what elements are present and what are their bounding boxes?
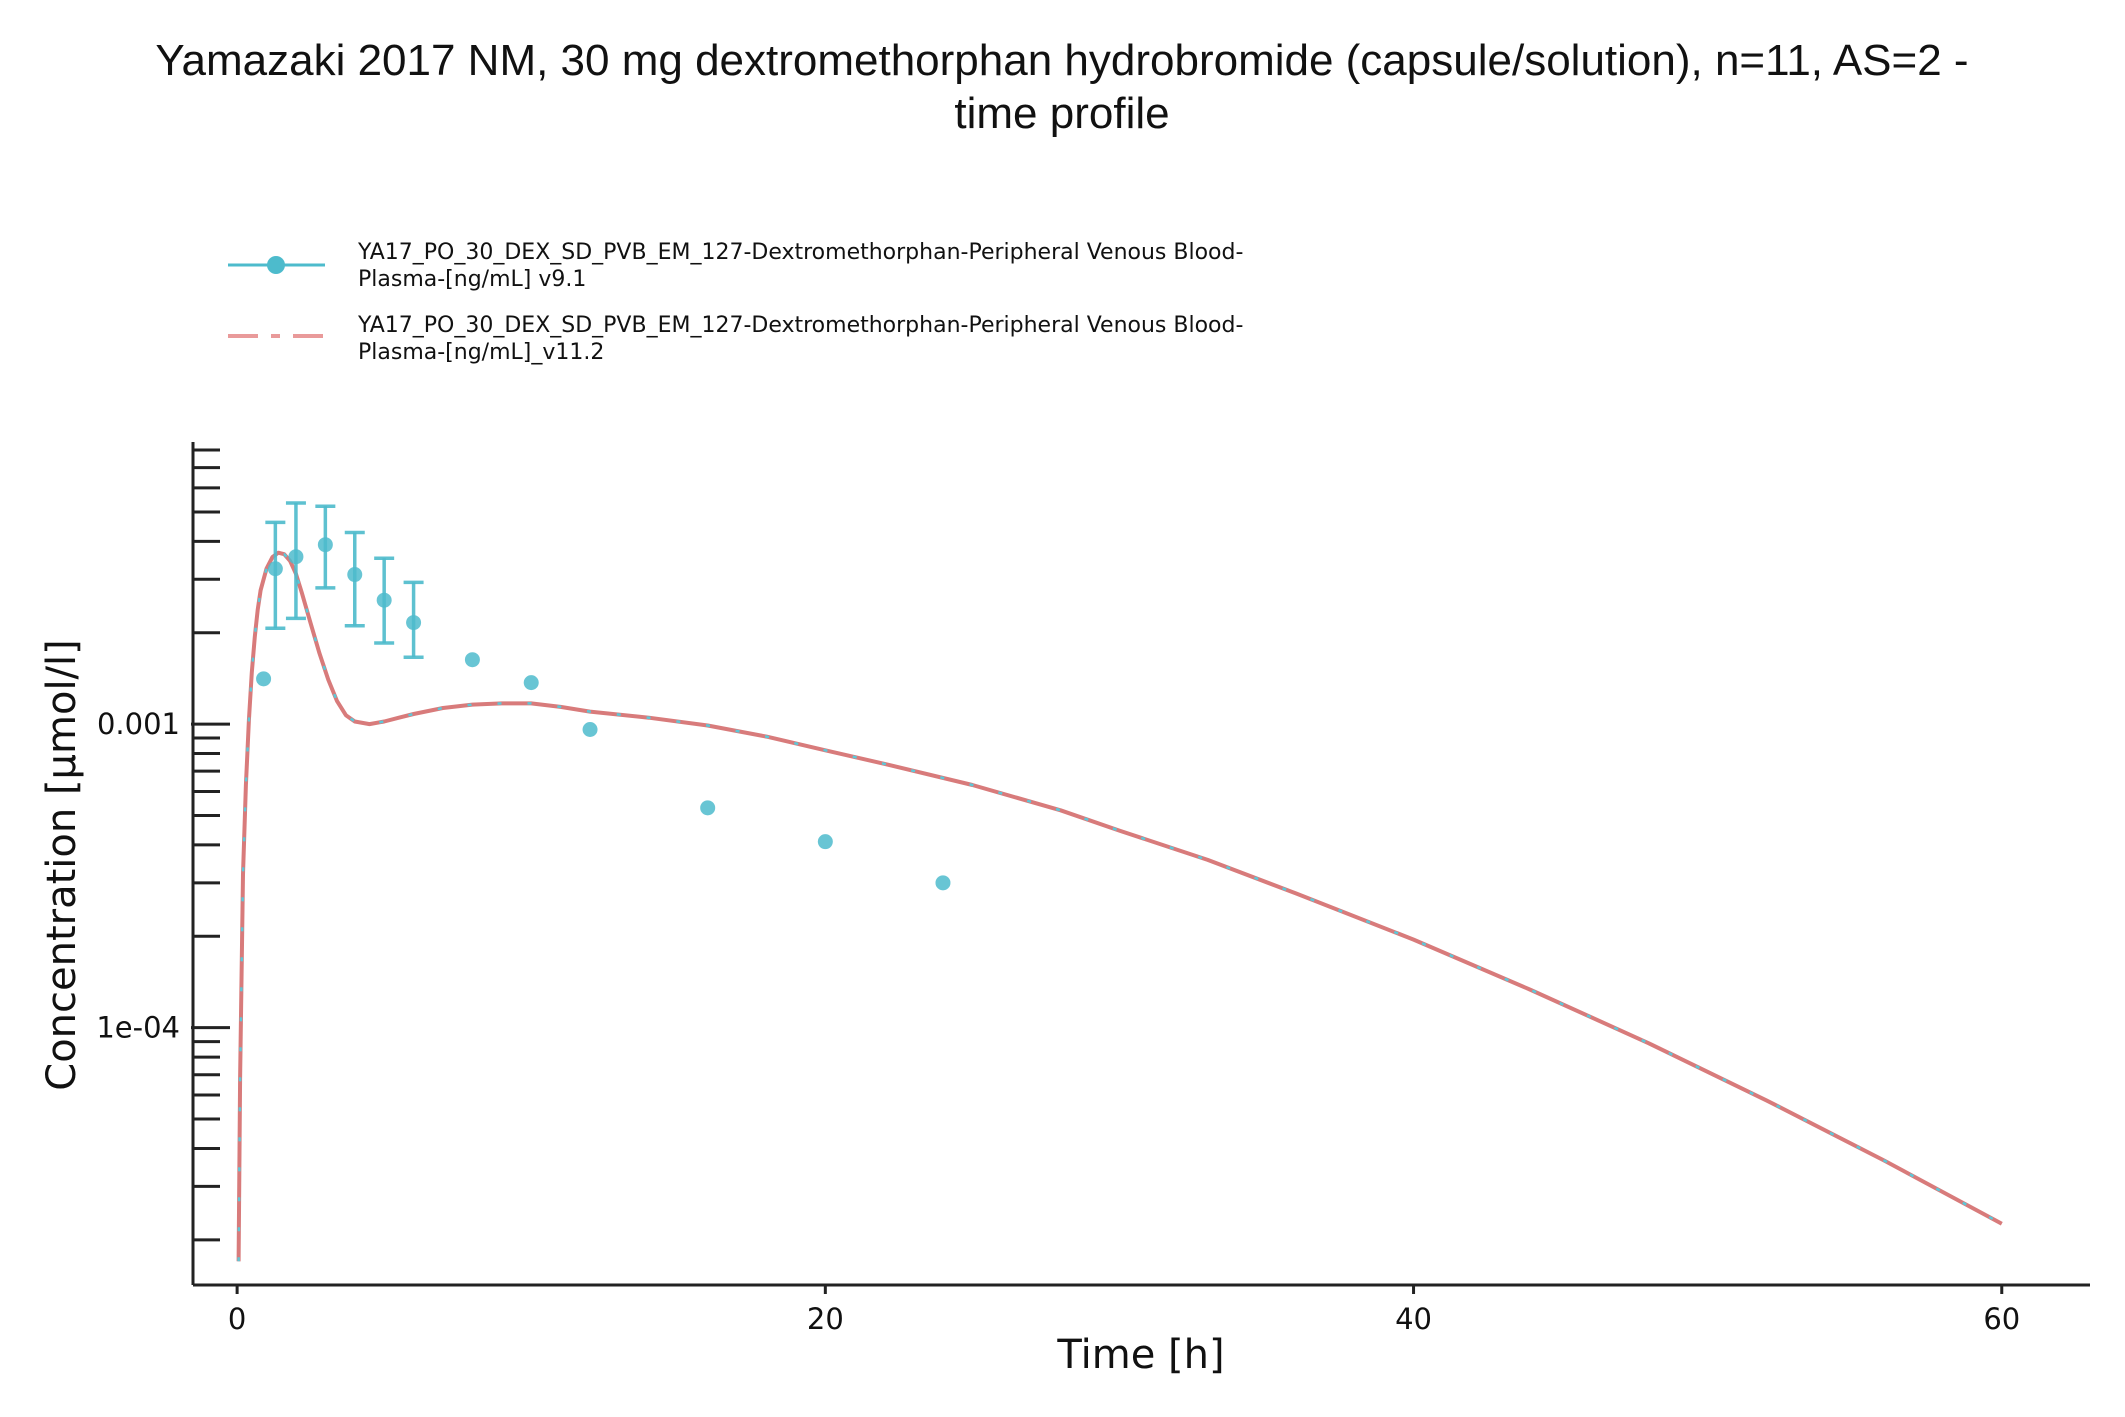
simulated-series-line (236, 550, 2003, 1262)
observed-point (406, 615, 422, 631)
y-tick-label: 1e-04 (96, 1011, 180, 1045)
legend-entry-simulated: YA17_PO_30_DEX_SD_PVB_EM_127-Dextrometho… (228, 313, 1243, 365)
plot-area (236, 501, 2003, 1262)
observed-point (288, 549, 304, 565)
y-tick-label: 0.001 (97, 707, 180, 741)
observed-point (817, 834, 833, 850)
observed-point (582, 722, 598, 738)
observed-point (267, 561, 283, 577)
observed-point (317, 537, 333, 553)
observed-point (464, 652, 480, 668)
legend-observed-marker (267, 256, 285, 274)
observed-point (347, 567, 363, 583)
observed-point (376, 592, 392, 608)
observed-point (700, 800, 716, 816)
observed-point (523, 675, 539, 691)
y-axis-title: Concentration [µmol/l] (39, 639, 85, 1090)
x-tick-label: 60 (1983, 1302, 2020, 1336)
x-tick-label: 40 (1395, 1302, 1432, 1336)
legend: YA17_PO_30_DEX_SD_PVB_EM_127-Dextrometho… (228, 240, 1243, 365)
legend-observed-label-line-1: YA17_PO_30_DEX_SD_PVB_EM_127-Dextrometho… (357, 240, 1243, 265)
x-tick-label: 20 (807, 1302, 844, 1336)
simulated-series-dash (237, 551, 2003, 1262)
observed-point (935, 875, 951, 891)
legend-observed-label-line-2: Plasma-[ng/mL] v9.1 (358, 267, 586, 292)
chart-title-line-1: Yamazaki 2017 NM, 30 mg dextromethorphan… (155, 36, 1968, 85)
observed-point (256, 671, 272, 687)
axes (191, 442, 2090, 1287)
chart-title-line-2: time profile (954, 89, 1169, 138)
ticks (191, 448, 2004, 1294)
legend-simulated-label-line-2: Plasma-[ng/mL]_v11.2 (358, 340, 604, 365)
x-axis-title: Time [h] (1056, 1332, 1224, 1378)
legend-entry-observed: YA17_PO_30_DEX_SD_PVB_EM_127-Dextrometho… (228, 240, 1243, 292)
x-tick-label: 0 (228, 1302, 246, 1336)
legend-simulated-label-line-1: YA17_PO_30_DEX_SD_PVB_EM_127-Dextrometho… (357, 313, 1243, 338)
chart-title: Yamazaki 2017 NM, 30 mg dextromethorphan… (155, 36, 1968, 138)
tick-labels: 0 20 40 60 0.001 1e-04 (96, 707, 2020, 1336)
